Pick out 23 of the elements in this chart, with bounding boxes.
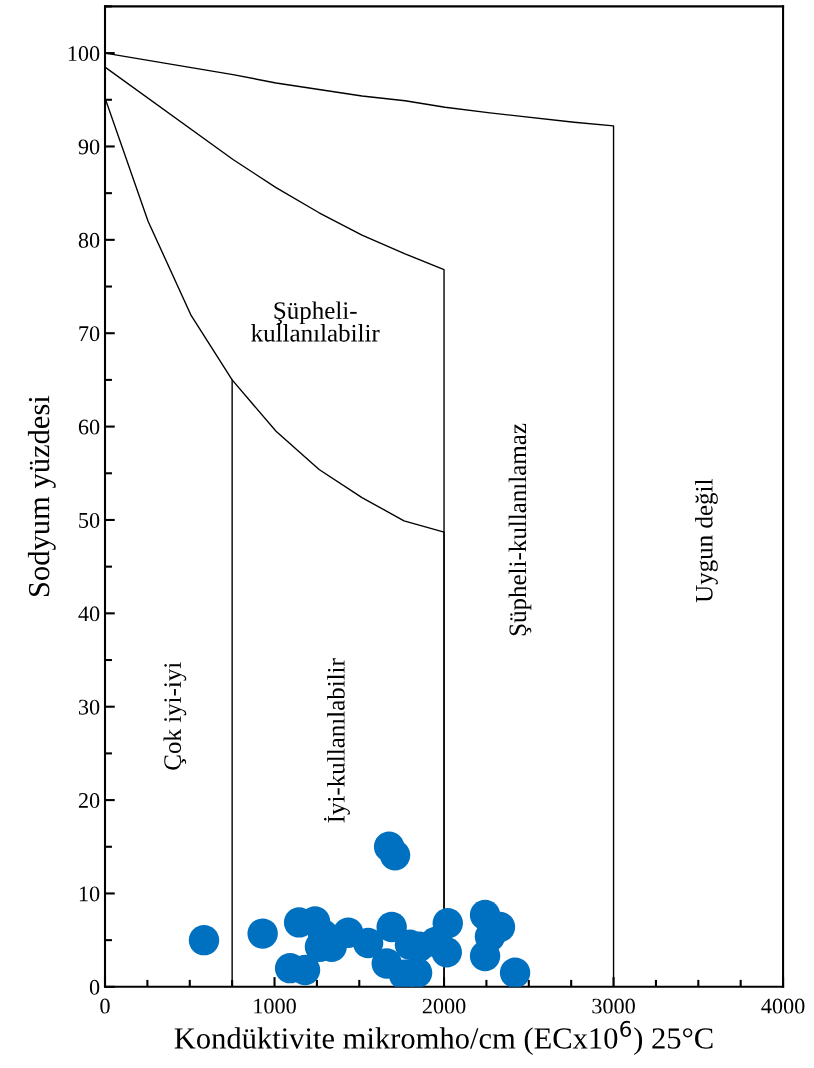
- y-tick-label: 30: [78, 699, 100, 715]
- x-tick-label: 3000: [592, 998, 635, 1014]
- y-tick-label: 40: [78, 606, 100, 622]
- x-tick-label: 1000: [254, 998, 296, 1014]
- annotation: Şüpheli- kullanılabilir: [251, 301, 380, 342]
- annotation: İyi-kullanılabilir: [323, 658, 350, 823]
- y-tick-label: 80: [78, 232, 100, 248]
- annotation: Şüpheli-kullanılamaz: [508, 423, 532, 636]
- y-axis-title: Sodyum yüzdesi: [27, 395, 56, 596]
- y-tick-label: 70: [79, 326, 100, 342]
- y-tick-label: 100: [68, 46, 100, 62]
- y-tick-label: 0: [89, 979, 100, 995]
- y-tick-label: 50: [79, 512, 100, 528]
- x-axis-title: Kondüktivite mikromho/cm (ECx10$^{6}$) 25°C: [174, 1020, 713, 1055]
- x-tick-label: 2000: [422, 998, 466, 1014]
- annotation: Çok iyi-iyi: [163, 662, 187, 770]
- y-tick-label: 10: [79, 886, 100, 902]
- annotation: Uygun değil: [695, 479, 718, 603]
- x-tick-label: 0: [100, 998, 110, 1014]
- y-tick-label: 20: [78, 793, 100, 809]
- y-tick-label: 60: [78, 419, 100, 435]
- y-tick-label: 90: [78, 139, 100, 155]
- x-tick-label: 4000: [761, 998, 805, 1014]
